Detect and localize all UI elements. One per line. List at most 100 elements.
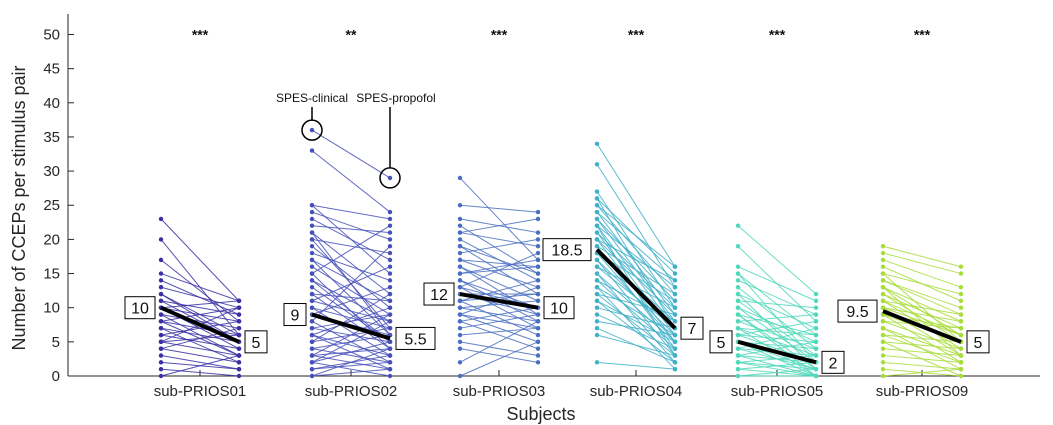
clinical-point <box>457 250 463 256</box>
clinical-point <box>594 360 600 365</box>
y-tick-label: 45 <box>43 61 60 78</box>
propofol-point <box>958 353 964 358</box>
clinical-point <box>594 223 600 228</box>
propofol-point <box>535 298 541 304</box>
pair-line <box>459 232 539 247</box>
pair-line <box>160 341 240 357</box>
propofol-point <box>958 319 964 324</box>
clinical-point <box>309 325 315 331</box>
propofol-point <box>387 271 393 276</box>
pair-line <box>596 314 676 350</box>
x-tick-label: sub-PRIOS09 <box>876 383 969 400</box>
median-label-box <box>709 330 733 354</box>
propofol-point <box>236 360 242 365</box>
propofol-point <box>958 360 964 365</box>
subject-group <box>735 223 819 379</box>
clinical-point <box>594 291 600 297</box>
pair-line <box>311 245 391 309</box>
propofol-point <box>672 264 678 269</box>
pair-line <box>596 280 676 350</box>
pair-line <box>160 334 240 350</box>
propofol-point <box>672 360 678 365</box>
pair-line <box>160 259 240 322</box>
clinical-point <box>735 319 741 324</box>
clinical-point <box>457 312 463 317</box>
clinical-point <box>594 298 600 304</box>
pair-line <box>737 300 817 309</box>
clinical-point <box>457 216 463 222</box>
clinical-point <box>735 223 741 228</box>
pair-line <box>311 348 391 363</box>
clinical-point <box>309 264 315 269</box>
median-label-box <box>542 238 592 262</box>
propofol-point <box>236 325 242 331</box>
clinical-point <box>309 339 315 345</box>
pair-line <box>459 293 539 302</box>
median-label: 9.5 <box>846 304 868 321</box>
pair-line <box>311 320 391 363</box>
pair-line <box>311 368 391 377</box>
propofol-point <box>387 346 393 351</box>
pair-line <box>737 266 817 302</box>
propofol-point <box>535 271 541 276</box>
clinical-point <box>309 291 315 297</box>
x-tick-label: sub-PRIOS01 <box>154 383 247 400</box>
pair-line <box>311 334 391 356</box>
pair-line <box>882 307 962 322</box>
pair-line <box>459 218 539 234</box>
propofol-point <box>813 353 819 358</box>
clinical-point <box>309 360 315 365</box>
propofol-point <box>387 373 393 379</box>
clinical-point <box>594 230 600 235</box>
clinical-point <box>594 209 600 215</box>
pair-line <box>160 293 240 343</box>
clinical-point <box>735 373 741 379</box>
subject-group <box>158 216 242 379</box>
clinical-point <box>735 244 741 249</box>
pair-line <box>737 361 817 370</box>
propofol-point <box>535 332 541 338</box>
propofol-point <box>958 325 964 331</box>
propofol-point <box>535 285 541 290</box>
pair-line <box>737 361 817 377</box>
propofol-point <box>958 291 964 297</box>
pair-line <box>882 341 962 350</box>
propofol-point <box>958 373 964 379</box>
clinical-point <box>309 298 315 304</box>
clinical-point <box>309 285 315 290</box>
propofol-point <box>672 319 678 324</box>
pair-line <box>311 225 391 234</box>
pair-line <box>311 204 391 220</box>
pair-line <box>882 279 962 315</box>
clinical-point <box>158 325 164 331</box>
clinical-point <box>594 162 600 167</box>
pair-line <box>160 320 240 336</box>
clinical-point <box>880 278 886 283</box>
clinical-point <box>457 285 463 290</box>
clinical-point <box>457 325 463 331</box>
data-layer <box>158 127 964 379</box>
median-label: 2 <box>829 355 838 372</box>
propofol-point <box>813 319 819 324</box>
propofol-point <box>958 305 964 310</box>
clinical-point <box>457 332 463 338</box>
clinical-point <box>880 339 886 345</box>
pair-line <box>311 307 391 336</box>
clinical-point <box>309 127 315 133</box>
propofol-point <box>813 339 819 345</box>
pair-line <box>882 361 962 370</box>
propofol-point <box>813 373 819 379</box>
pair-line <box>596 361 676 370</box>
pair-line <box>160 368 240 377</box>
clinical-point <box>880 244 886 249</box>
median-label: 5.5 <box>404 331 426 348</box>
pair-line <box>882 334 962 363</box>
clinical-point <box>594 216 600 222</box>
pair-line <box>311 341 391 363</box>
clinical-point <box>594 305 600 310</box>
median-line <box>595 248 677 330</box>
propofol-point <box>813 325 819 331</box>
clinical-point <box>158 278 164 283</box>
propofol-point <box>535 257 541 263</box>
